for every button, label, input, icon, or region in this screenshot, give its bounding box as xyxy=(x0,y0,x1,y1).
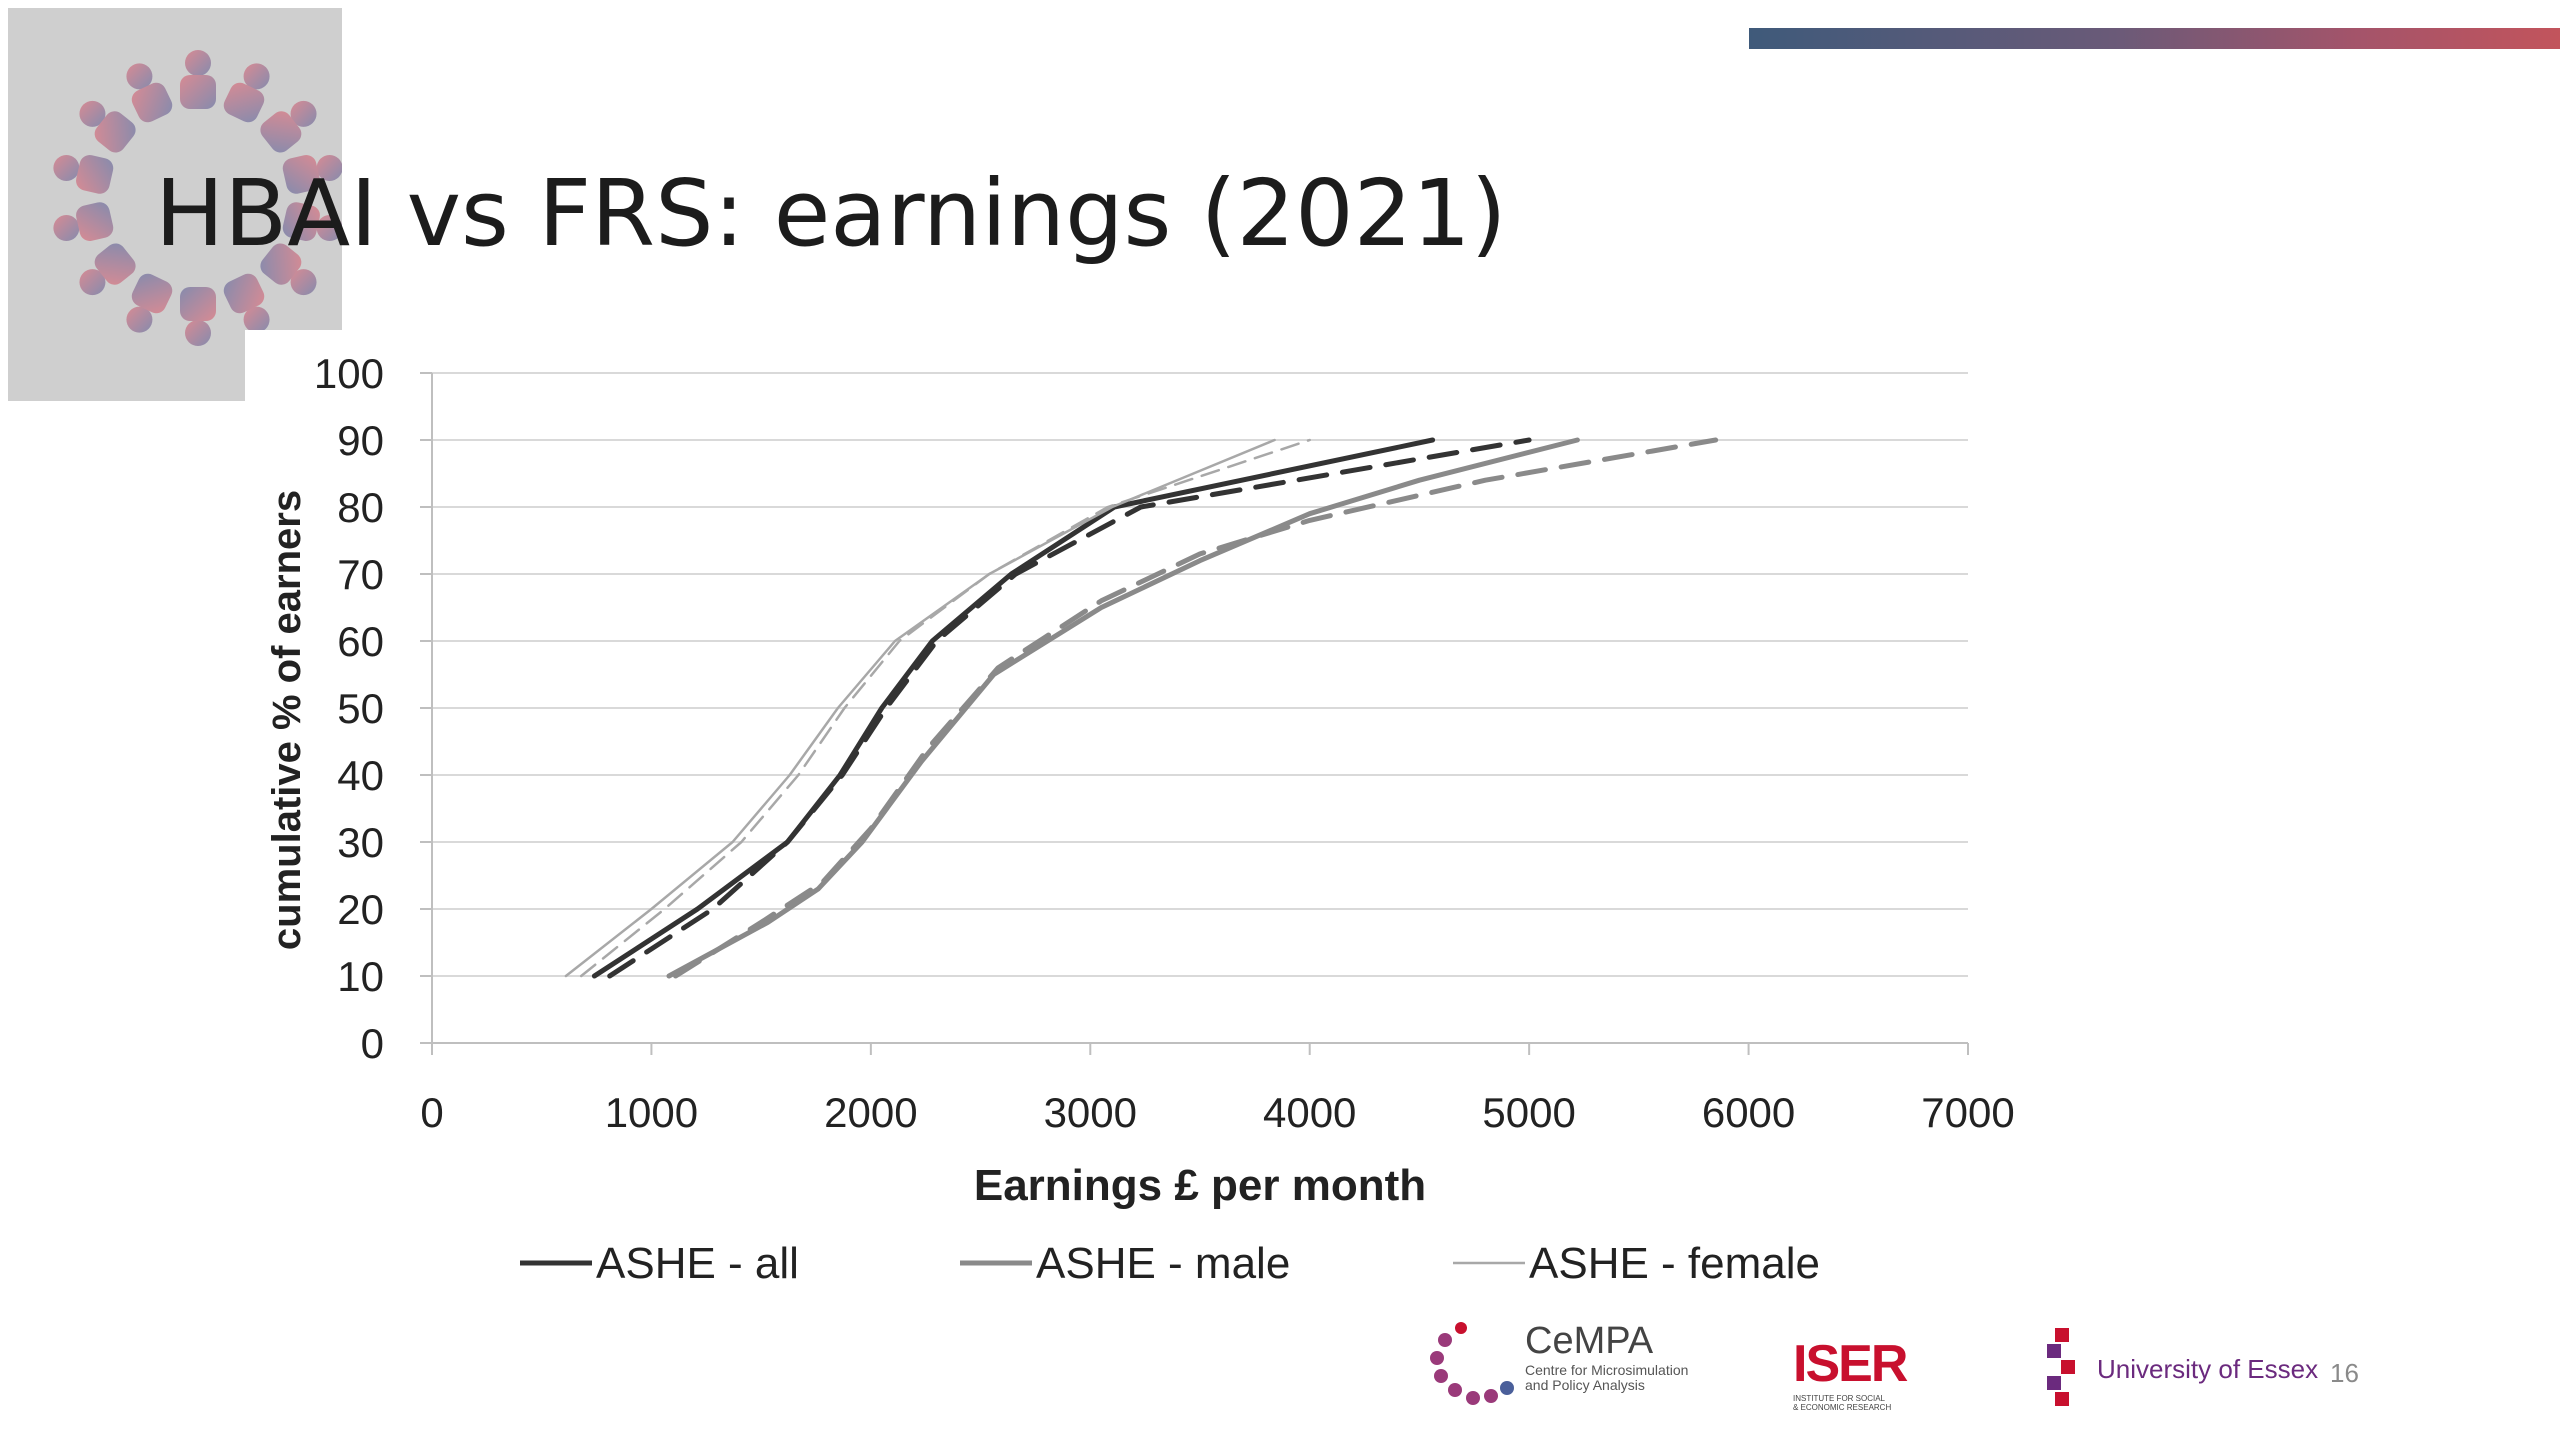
series-line-3 xyxy=(607,437,1532,979)
legend-label: ASHE - female xyxy=(1529,1239,1820,1288)
iser-subtitle-1: INSTITUTE FOR SOCIAL xyxy=(1793,1394,1886,1403)
y-tick-label: 70 xyxy=(337,551,384,598)
legend-label: ASHE - male xyxy=(1036,1239,1290,1288)
y-tick-label: 50 xyxy=(337,685,384,732)
accent-bar xyxy=(1749,28,2560,49)
x-tick-label: 5000 xyxy=(1482,1089,1575,1136)
x-tick-label: 3000 xyxy=(1044,1089,1137,1136)
corner-mask xyxy=(245,330,345,410)
essex-logo-text: University of Essex xyxy=(2097,1354,2319,1384)
series-line-0 xyxy=(591,437,1436,979)
y-axis-label: cumulative % of earners xyxy=(265,490,309,950)
cempa-subtitle-1: Centre for Microsimulation xyxy=(1525,1362,1689,1378)
iser-logo: ISER INSTITUTE FOR SOCIAL & ECONOMIC RES… xyxy=(1793,1334,1908,1412)
x-tick-label: 1000 xyxy=(605,1089,698,1136)
y-tick-label: 90 xyxy=(337,417,384,464)
chart-gridlines xyxy=(432,372,1968,977)
cempa-subtitle-2: and Policy Analysis xyxy=(1525,1377,1645,1393)
people-circle-icon xyxy=(53,50,343,346)
cempa-footer-logo: CeMPA Centre for Microsimulation and Pol… xyxy=(1430,1320,1689,1405)
y-tick-label: 40 xyxy=(337,752,384,799)
y-tick-label: 100 xyxy=(314,350,384,397)
x-axis-label: Earnings £ per month xyxy=(974,1161,1426,1210)
x-tick-label: 7000 xyxy=(1921,1089,2014,1136)
x-tick-label: 2000 xyxy=(824,1089,917,1136)
page-number: 16 xyxy=(2330,1358,2359,1388)
chart-axes xyxy=(420,372,1969,1055)
chart-series xyxy=(564,437,1719,979)
y-tick-label: 30 xyxy=(337,819,384,866)
legend-label: ASHE - all xyxy=(596,1239,799,1288)
y-tick-label: 80 xyxy=(337,484,384,531)
y-tick-label: 20 xyxy=(337,886,384,933)
iser-subtitle-2: & ECONOMIC RESEARCH xyxy=(1793,1403,1892,1412)
series-line-2 xyxy=(564,438,1276,978)
slide-title: HBAI vs FRS: earnings (2021) xyxy=(155,160,1507,267)
x-tick-label: 6000 xyxy=(1702,1089,1795,1136)
chart-legend: ASHE - all ASHE - male ASHE - female xyxy=(520,1239,1820,1288)
series-line-5 xyxy=(579,438,1311,978)
y-tick-label: 10 xyxy=(337,953,384,1000)
y-tick-label: 60 xyxy=(337,618,384,665)
essex-mark-icon xyxy=(2047,1328,2075,1406)
cempa-title: CeMPA xyxy=(1525,1320,1654,1362)
iser-title: ISER xyxy=(1793,1335,1908,1393)
cempa-people-icon xyxy=(1430,1322,1514,1405)
x-tick-label: 0 xyxy=(420,1089,443,1136)
y-tick-label: 0 xyxy=(361,1020,384,1067)
x-tick-label: 4000 xyxy=(1263,1089,1356,1136)
series-line-4 xyxy=(673,437,1719,979)
